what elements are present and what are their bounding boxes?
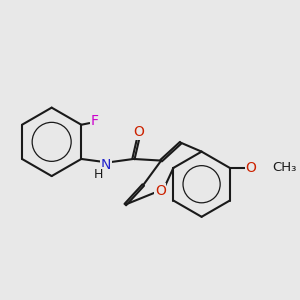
Text: CH₃: CH₃ xyxy=(272,161,297,174)
Text: H: H xyxy=(94,168,103,181)
Text: O: O xyxy=(246,161,256,175)
Text: N: N xyxy=(100,158,111,172)
Text: O: O xyxy=(133,125,144,139)
Text: F: F xyxy=(91,115,99,128)
Text: O: O xyxy=(155,184,166,198)
